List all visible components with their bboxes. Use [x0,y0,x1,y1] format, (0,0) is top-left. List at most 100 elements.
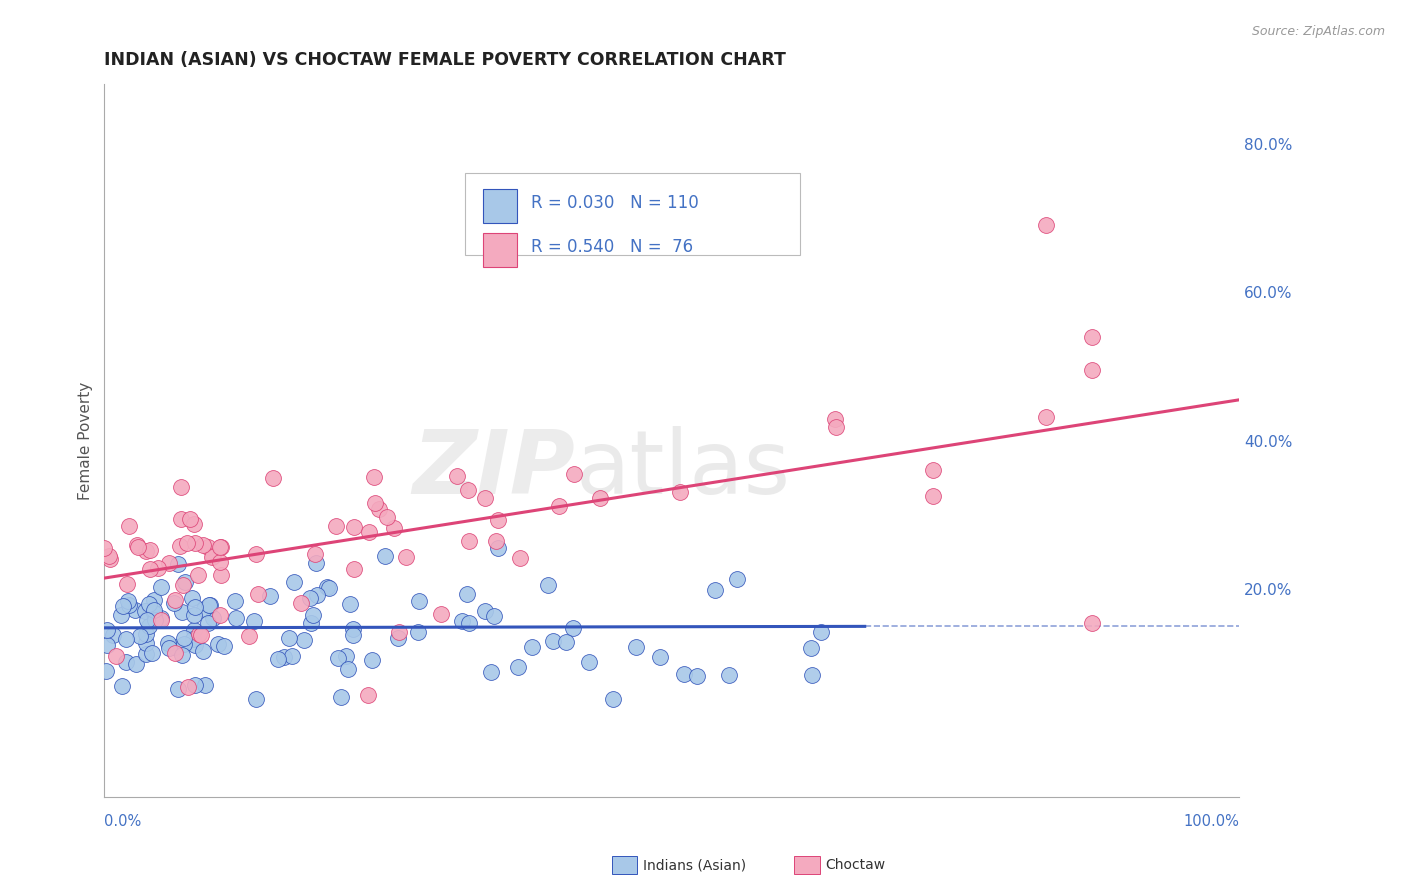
Point [506,660,529,674]
Point [163,596,186,610]
Point [335,648,357,663]
Y-axis label: Female Poverty: Female Poverty [79,382,93,500]
Point [824,412,846,426]
Point [485,534,508,549]
Point [170,511,193,525]
Point [135,627,157,641]
Point [450,614,472,628]
Point [298,591,321,605]
Point [484,609,506,624]
Text: INDIAN (ASIAN) VS CHOCTAW FEMALE POVERTY CORRELATION CHART: INDIAN (ASIAN) VS CHOCTAW FEMALE POVERTY… [104,51,786,69]
Point [225,611,247,625]
Point [124,603,146,617]
Point [193,538,215,552]
Point [457,483,479,497]
Point [363,470,385,484]
Point [555,634,578,648]
Point [209,540,232,554]
Point [96,639,118,653]
Point [446,469,468,483]
Point [921,463,943,477]
Point [364,496,387,510]
Point [238,629,260,643]
Point [547,499,569,513]
Point [725,573,748,587]
Point [118,598,141,612]
FancyBboxPatch shape [465,173,800,255]
Point [488,541,510,556]
Point [408,624,430,639]
Point [259,589,281,603]
Point [207,636,229,650]
Point [458,615,481,630]
Point [800,640,823,655]
Point [672,667,695,681]
Point [184,536,207,550]
Point [157,636,180,650]
Point [800,668,823,682]
Point [127,540,149,554]
Point [457,533,479,548]
Point [150,611,173,625]
Point [163,640,186,655]
Point [138,619,160,633]
Point [316,580,339,594]
Point [342,623,364,637]
Point [318,581,340,595]
Text: R = 0.030   N = 110: R = 0.030 N = 110 [531,194,699,211]
Point [179,512,201,526]
Point [143,613,166,627]
Point [115,577,138,591]
Point [474,604,496,618]
Point [342,628,364,642]
Point [173,631,195,645]
Point [157,641,180,656]
Point [395,550,418,565]
Point [329,690,352,705]
Point [325,518,347,533]
Point [136,613,159,627]
Point [198,598,221,612]
Text: 0.0%: 0.0% [104,814,142,829]
Point [278,632,301,646]
Point [146,561,169,575]
Point [209,568,232,582]
Point [163,592,186,607]
Point [263,471,285,485]
Point [541,634,564,648]
Point [1035,410,1057,425]
Point [589,491,612,505]
Point [685,669,707,683]
Point [1080,329,1102,343]
Point [96,624,118,638]
Point [368,501,391,516]
Text: R = 0.540   N =  76: R = 0.540 N = 76 [531,238,693,256]
Point [190,628,212,642]
Point [201,549,224,564]
Point [624,640,647,654]
Point [197,615,219,630]
Point [139,543,162,558]
Point [283,575,305,590]
Point [170,480,193,494]
Point [245,691,267,706]
Point [193,678,215,692]
Point [302,608,325,623]
Point [98,551,121,566]
Point [184,638,207,652]
Point [181,591,204,606]
Point [810,625,832,640]
Point [336,662,359,676]
Point [172,577,194,591]
Point [536,578,558,592]
Point [191,643,214,657]
Point [388,624,411,639]
Point [290,596,312,610]
Point [202,611,225,625]
Point [1080,615,1102,630]
Point [224,594,246,608]
Point [176,536,198,550]
Point [117,593,139,607]
Point [280,649,302,664]
Point [357,525,380,540]
